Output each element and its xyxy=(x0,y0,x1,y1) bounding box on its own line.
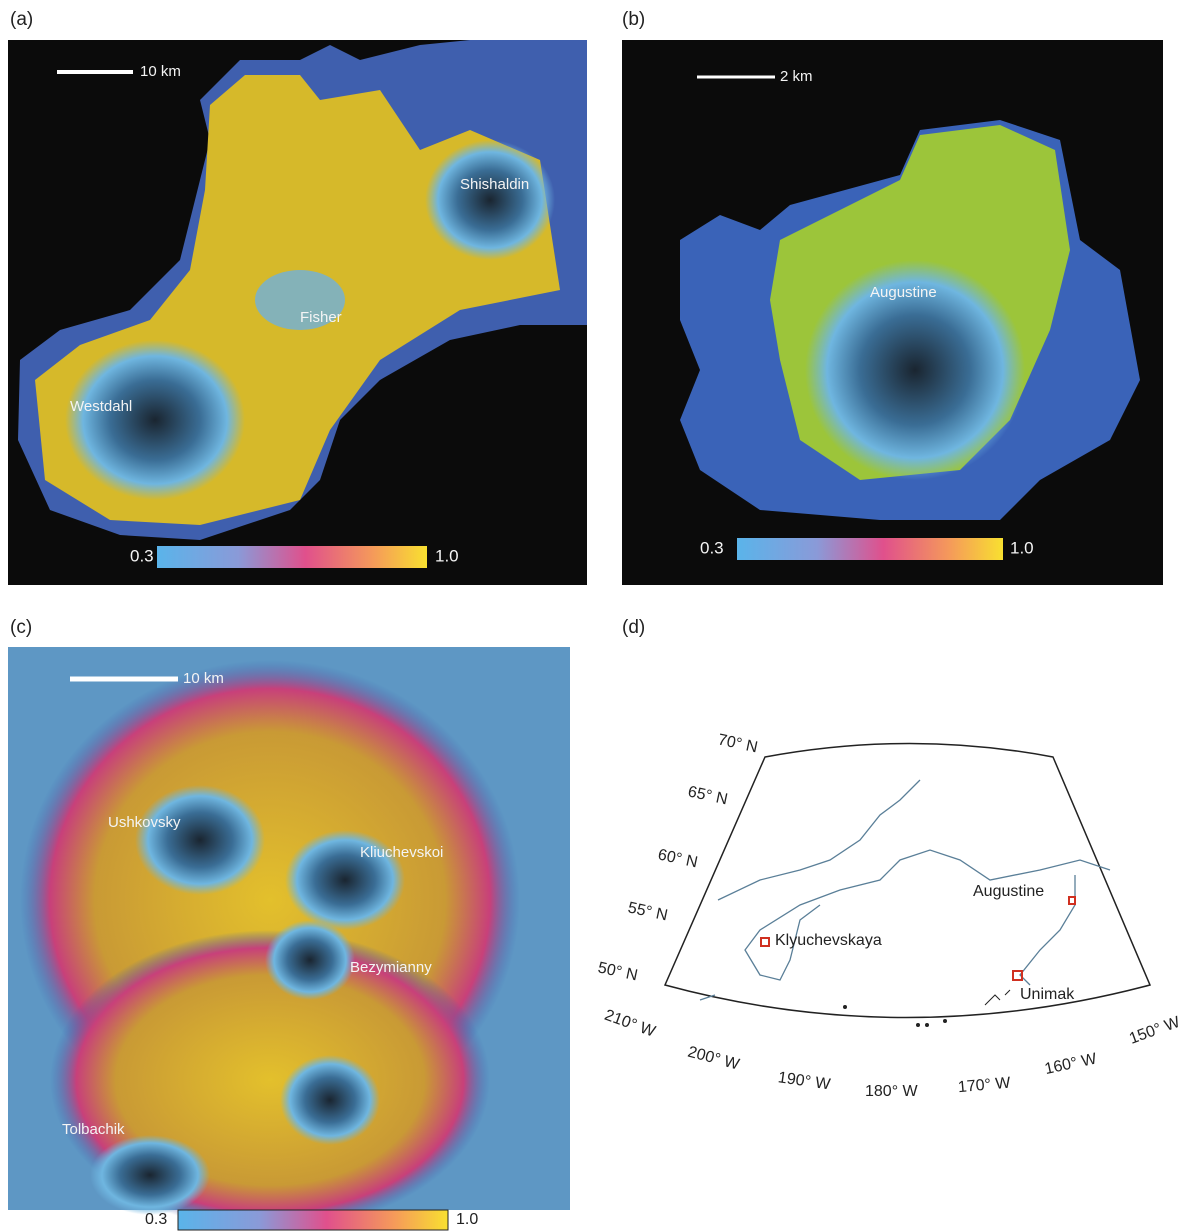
page: {"panels": [ {"label": "(a)", "scale": "… xyxy=(0,0,1194,1232)
colorbar-max: 1.0 xyxy=(456,1211,478,1228)
lon-label: 210° W xyxy=(602,1007,658,1041)
place-name: Klyuchevskaya xyxy=(775,932,882,949)
scale-label: 10 km xyxy=(183,670,224,687)
panel-label: (b) xyxy=(622,9,645,30)
lon-label: 160° W xyxy=(1043,1050,1099,1078)
panel-c-image xyxy=(8,647,570,1230)
volcano-name: Westdahl xyxy=(70,398,132,415)
lat-label: 65° N xyxy=(686,783,729,808)
figure: (a) 10 km 0.3 1.0 Shishaldin Fisher Westdahl (b… xyxy=(0,0,1194,1232)
lat-label: 70° N xyxy=(716,731,759,756)
colorbar-min: 0.3 xyxy=(145,1211,167,1228)
lon-label: 150° W xyxy=(1127,1013,1183,1047)
volcano-name: Kliuchevskoi xyxy=(360,844,443,861)
panel-b-image xyxy=(622,40,1163,585)
lon-label: 170° W xyxy=(957,1075,1012,1097)
colorbar-min: 0.3 xyxy=(700,538,724,557)
lat-label: 50° N xyxy=(596,959,639,984)
volcano-name: Augustine xyxy=(870,284,937,301)
place-name: Unimak xyxy=(1020,986,1075,1003)
lon-label: 190° W xyxy=(777,1069,832,1093)
volcano-name: Fisher xyxy=(300,309,342,326)
volcano-name: Shishaldin xyxy=(460,176,529,193)
colorbar xyxy=(737,538,1003,560)
map xyxy=(665,744,1150,1028)
panel-label: (c) xyxy=(10,617,32,638)
place-name: Augustine xyxy=(973,883,1044,900)
lon-label: 180° W xyxy=(865,1083,919,1100)
volcano-name: Bezymianny xyxy=(350,959,432,976)
volcano-name: Tolbachik xyxy=(62,1121,125,1138)
colorbar xyxy=(178,1210,448,1230)
colorbar-max: 1.0 xyxy=(1010,538,1034,557)
lat-label: 55° N xyxy=(626,899,669,924)
colorbar-min: 0.3 xyxy=(130,546,154,565)
colorbar-max: 1.0 xyxy=(435,546,459,565)
lat-label: 60° N xyxy=(656,846,699,871)
panel-label: (d) xyxy=(622,617,645,638)
colorbar xyxy=(157,546,427,568)
scale-label: 10 km xyxy=(140,63,181,80)
panel-label: (a) xyxy=(10,9,33,30)
panel-a-image xyxy=(8,40,587,585)
lon-label: 200° W xyxy=(686,1044,742,1074)
volcano-name: Ushkovsky xyxy=(108,814,181,831)
scale-label: 2 km xyxy=(780,68,813,85)
